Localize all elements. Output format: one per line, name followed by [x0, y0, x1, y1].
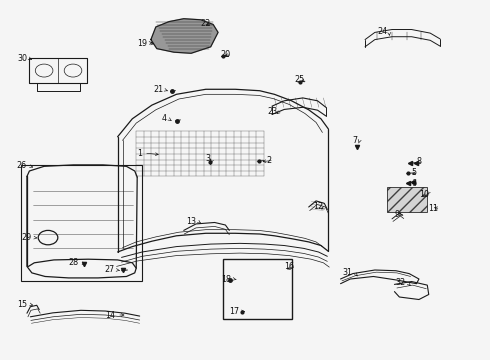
- Text: 14: 14: [105, 310, 115, 320]
- Text: 8: 8: [416, 158, 421, 166]
- Text: 9: 9: [394, 210, 399, 219]
- Bar: [387, 187, 427, 212]
- Text: 20: 20: [220, 50, 230, 59]
- Text: 2: 2: [267, 156, 272, 165]
- Text: 25: 25: [294, 76, 305, 85]
- Text: 17: 17: [229, 307, 239, 316]
- Text: 13: 13: [186, 217, 196, 226]
- Text: 19: 19: [137, 39, 147, 48]
- Text: 26: 26: [17, 161, 27, 170]
- Text: 23: 23: [267, 107, 277, 116]
- Text: 29: 29: [22, 233, 32, 242]
- Bar: [223, 259, 292, 319]
- Text: 6: 6: [412, 179, 416, 188]
- Text: 11: 11: [429, 204, 439, 213]
- Text: 3: 3: [206, 154, 211, 163]
- Polygon shape: [151, 19, 218, 53]
- Text: 12: 12: [313, 202, 323, 211]
- Text: 27: 27: [104, 266, 115, 274]
- Text: 30: 30: [17, 54, 27, 63]
- Text: 1: 1: [137, 148, 142, 158]
- Text: 31: 31: [343, 269, 353, 277]
- Text: 16: 16: [284, 262, 294, 271]
- Text: 28: 28: [68, 258, 78, 267]
- Text: 32: 32: [395, 278, 406, 287]
- Text: 10: 10: [419, 190, 429, 199]
- Text: 7: 7: [353, 136, 358, 145]
- Text: 15: 15: [17, 300, 27, 309]
- Text: 22: 22: [200, 19, 211, 28]
- Text: 5: 5: [412, 168, 416, 177]
- Text: 4: 4: [162, 114, 167, 123]
- Bar: [21, 165, 142, 281]
- Text: 24: 24: [377, 27, 387, 36]
- Text: 21: 21: [153, 85, 163, 94]
- Text: 18: 18: [221, 274, 231, 284]
